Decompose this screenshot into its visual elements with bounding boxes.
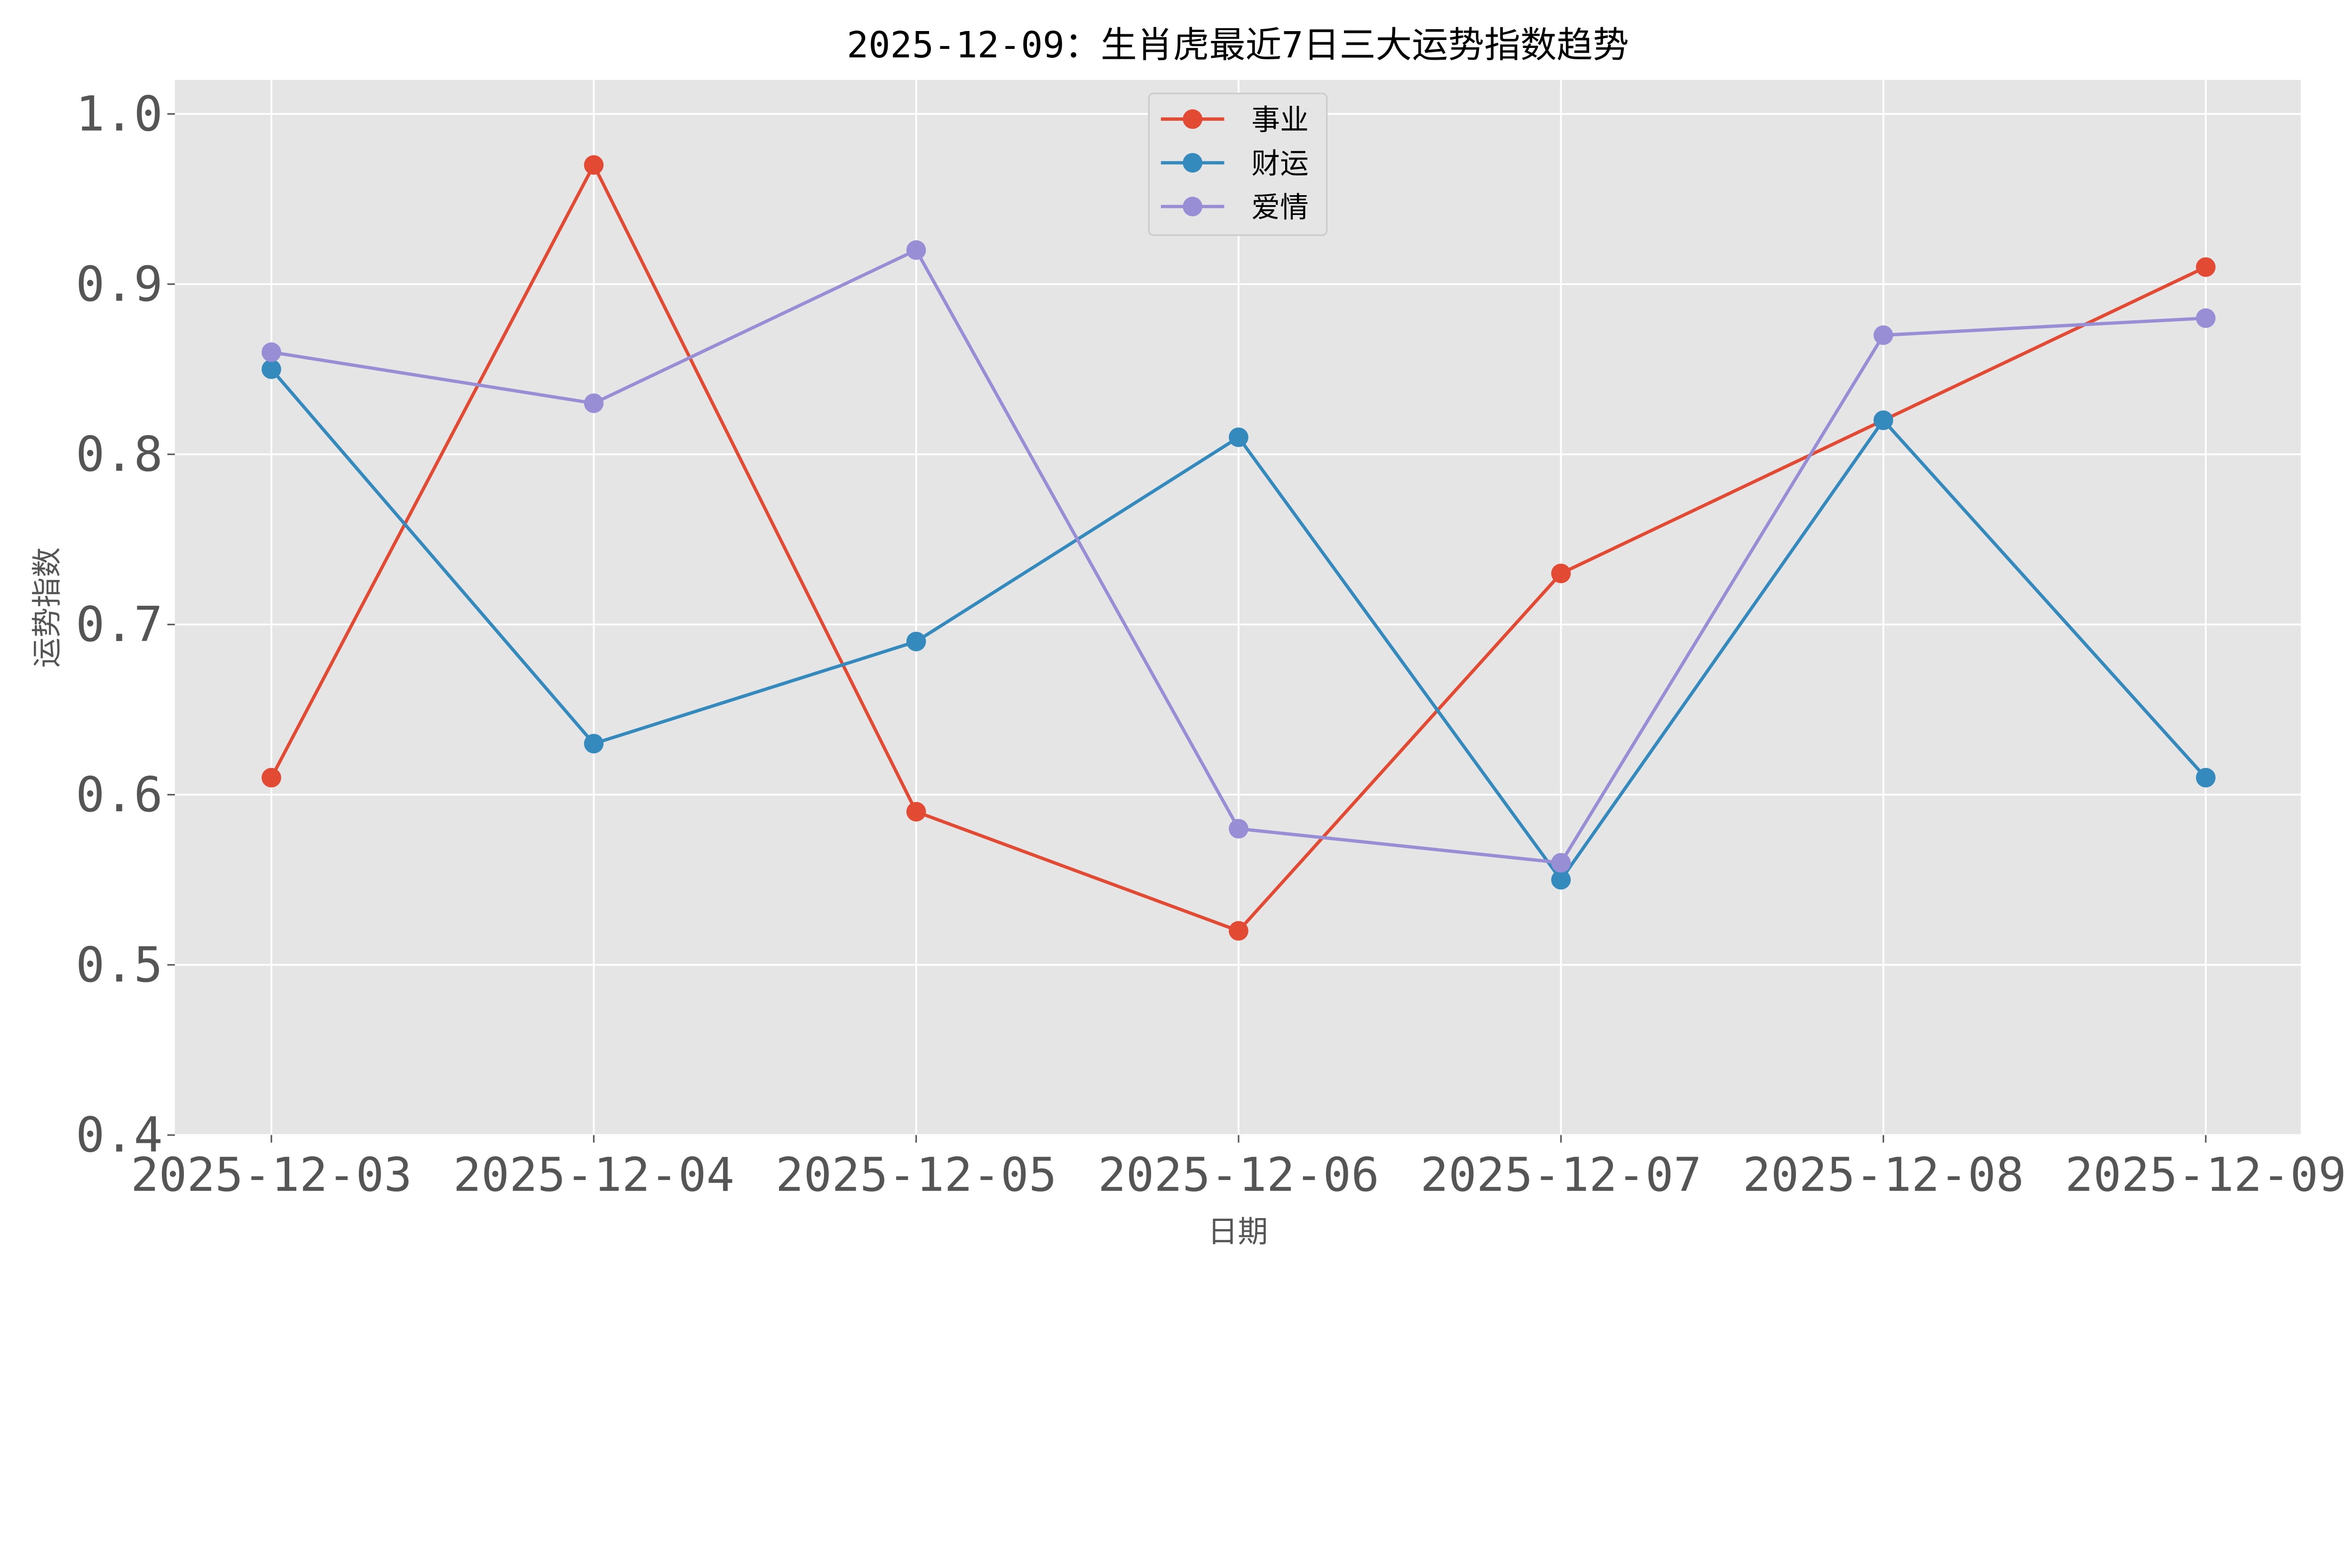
- data-point: [584, 393, 604, 413]
- data-point: [906, 632, 926, 651]
- data-point: [2196, 308, 2216, 328]
- data-point: [262, 359, 281, 379]
- data-point: [1551, 563, 1571, 584]
- series-1: [262, 359, 2216, 890]
- data-point: [906, 802, 926, 822]
- legend-marker: [1183, 153, 1203, 173]
- x-tick-label: 2025-12-06: [1098, 1148, 1379, 1202]
- data-point: [1551, 853, 1571, 873]
- series-lines: [262, 155, 2216, 941]
- data-point: [584, 734, 604, 753]
- data-point: [2196, 768, 2216, 788]
- y-tick-label: 1.0: [76, 87, 163, 143]
- x-tick-label: 2025-12-04: [453, 1148, 734, 1202]
- data-point: [1551, 870, 1571, 890]
- x-tick-label: 2025-12-09: [2065, 1148, 2346, 1202]
- chart-title: 2025-12-09：生肖虎最近7日三大运势指数趋势: [847, 24, 1629, 66]
- data-point: [1229, 427, 1248, 447]
- data-point: [262, 768, 281, 788]
- y-tick-label: 0.8: [76, 427, 163, 483]
- legend-marker: [1183, 109, 1203, 129]
- data-point: [1229, 819, 1248, 839]
- series-2: [262, 240, 2216, 873]
- legend-marker: [1183, 197, 1203, 216]
- data-point: [584, 155, 604, 175]
- data-point: [906, 240, 926, 260]
- x-tick-label: 2025-12-03: [131, 1148, 412, 1202]
- data-point: [1229, 921, 1248, 941]
- data-point: [1873, 410, 1893, 430]
- legend-label: 爱情: [1251, 191, 1309, 224]
- line-chart: 0.4 0.5 0.6 0.7 0.8 0.9 1.0 2025-12-03 2025-12-0…: [30, 24, 2347, 1250]
- data-point: [2196, 257, 2216, 277]
- axis-ticks: 0.4 0.5 0.6 0.7 0.8 0.9 1.0 2025-12-03 2025-12-0…: [76, 87, 2346, 1203]
- x-tick-label: 2025-12-08: [1743, 1148, 2024, 1202]
- y-tick-label: 0.5: [76, 937, 163, 993]
- x-axis-label: 日期: [1208, 1215, 1268, 1250]
- y-tick-label: 0.9: [76, 256, 163, 312]
- x-tick-label: 2025-12-05: [776, 1148, 1057, 1202]
- legend-label: 财运: [1251, 147, 1309, 181]
- x-tick-label: 2025-12-07: [1420, 1148, 1701, 1202]
- data-point: [1873, 325, 1893, 345]
- legend-label: 事业: [1251, 103, 1309, 137]
- y-tick-label: 0.4: [76, 1108, 163, 1164]
- y-tick-label: 0.7: [76, 597, 163, 653]
- y-tick-label: 0.6: [76, 767, 163, 823]
- data-point: [262, 342, 281, 362]
- y-axis-label: 运势指数: [30, 547, 65, 667]
